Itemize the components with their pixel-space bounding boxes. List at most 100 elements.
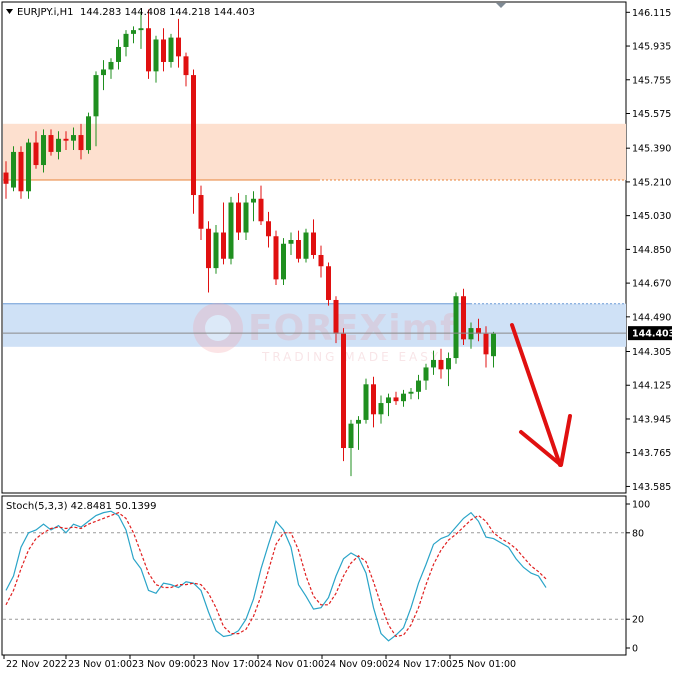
candle-body	[236, 202, 241, 233]
time-tick-label: 23 Nov 17:00	[196, 659, 260, 670]
grid-layer	[3, 532, 626, 620]
price-tick-label: 145.390	[632, 144, 671, 155]
time-tick-label: 24 Nov 01:00	[260, 659, 324, 670]
candle-body	[491, 333, 496, 357]
candle-body	[431, 359, 436, 368]
candle-body	[48, 135, 54, 152]
candle-body	[78, 135, 84, 151]
time-tick-label: 22 Nov 2022	[6, 659, 67, 670]
symbol-label: EURJPY.i,H1	[17, 7, 73, 18]
candle-body	[348, 423, 354, 449]
price-tick-label: 146.115	[632, 8, 671, 19]
candle-body	[326, 266, 331, 300]
time-tick-label: 23 Nov 09:00	[132, 659, 196, 670]
candle-body	[281, 243, 286, 280]
price-tick-label: 144.670	[632, 279, 671, 290]
watermark-tagline: TRADING MADE EASY	[261, 350, 441, 364]
candle-body	[453, 296, 459, 359]
candle-body	[393, 397, 399, 402]
stoch-signal-line	[5, 511, 547, 638]
time-tick-label: 24 Nov 17:00	[388, 659, 452, 670]
price-tick-label: 144.850	[632, 245, 671, 256]
candle-body	[11, 151, 16, 188]
price-tick-label: 143.945	[632, 414, 671, 425]
price-tick-label: 143.585	[632, 482, 671, 493]
candle-body	[356, 419, 361, 424]
candle-body	[371, 384, 376, 415]
price-tick-label: 145.575	[632, 109, 671, 120]
candle-body	[3, 172, 9, 184]
price-tick-label: 145.210	[632, 177, 671, 188]
price-tick-label: 145.755	[632, 75, 671, 86]
time-tick-label: 25 Nov 01:00	[452, 659, 516, 670]
candle-body	[258, 198, 264, 222]
support-zone	[3, 303, 626, 347]
candle-body	[56, 138, 61, 152]
candle-body	[221, 232, 226, 259]
stoch-tick-label: 0	[632, 644, 638, 655]
stoch-layer	[5, 510, 547, 642]
axis-layer: 146.115 145.935 145.755 145.575 145.390 145.2…	[3, 8, 673, 670]
stoch-tick-label: 80	[632, 528, 644, 539]
candle-body	[33, 142, 39, 166]
candle-body	[303, 232, 309, 259]
stochastic-label: Stoch(5,3,3) 42.8481 50.1399	[6, 501, 157, 512]
stoch-tick-label: 100	[632, 500, 650, 511]
price-tick-label: 143.765	[632, 448, 671, 459]
candle-body	[146, 28, 151, 72]
stochastic-panel[interactable]	[1, 495, 627, 656]
watermark-brand: FOREXimf	[248, 308, 457, 349]
candle-body	[101, 69, 106, 76]
candle-body	[71, 135, 76, 141]
chart-header: EURJPY.i,H1 144.283 144.408 144.218 144.…	[6, 3, 506, 18]
candle-body	[183, 56, 189, 76]
watermark-logo-icon	[193, 303, 243, 353]
time-tick-label: 24 Nov 09:00	[324, 659, 388, 670]
candle-body	[378, 403, 384, 415]
candle-body	[273, 236, 279, 280]
candle-body	[176, 37, 181, 57]
candle-body	[333, 299, 339, 334]
price-tick-label: 145.030	[632, 211, 671, 222]
candle-body	[206, 228, 211, 269]
candle-body	[243, 202, 249, 233]
candle-body	[401, 393, 406, 402]
ohlc-values: 144.283 144.408 144.218 144.403	[80, 7, 255, 18]
candle-body	[26, 142, 31, 192]
candle-body	[138, 28, 144, 31]
candle-body	[63, 138, 69, 141]
candle-body	[41, 135, 46, 166]
candle-body	[251, 198, 256, 203]
price-tick-label: 144.125	[632, 381, 671, 392]
dropdown-triangle-icon[interactable]	[6, 9, 13, 14]
candle-body	[423, 367, 429, 381]
candle-body	[296, 240, 301, 259]
stoch-tick-label: 20	[632, 615, 644, 626]
candle-body	[228, 202, 234, 259]
candle-body	[116, 46, 121, 62]
candle-body	[108, 61, 114, 70]
candle-body	[363, 384, 369, 420]
candle-body	[468, 328, 474, 340]
candle-body	[318, 254, 324, 267]
current-price-tag	[628, 326, 672, 341]
down-arrow-icon	[510, 323, 572, 467]
candle-body	[213, 232, 219, 269]
stoch-main-line	[5, 510, 547, 642]
watermark: FOREXimf TRADING MADE EASY	[193, 303, 457, 364]
resistance-zone	[3, 123, 626, 181]
scroll-marker-icon[interactable]	[496, 3, 506, 8]
current-price-label: 144.403	[632, 329, 673, 340]
candle-body	[386, 397, 391, 404]
candle-body	[408, 391, 414, 394]
candle-body	[93, 75, 99, 117]
candle-body	[476, 328, 481, 334]
zones-layer	[3, 123, 626, 347]
price-tick-label: 144.305	[632, 347, 671, 358]
candle-body	[168, 37, 174, 62]
candles-layer	[3, 9, 496, 477]
candle-body	[153, 39, 159, 72]
candle-body	[483, 333, 489, 355]
price-tick-label: 144.490	[632, 312, 671, 323]
